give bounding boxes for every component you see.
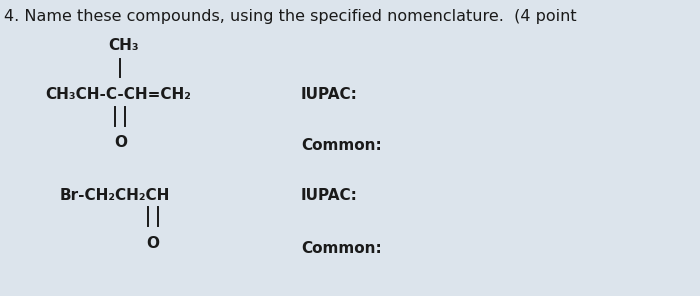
Text: O: O	[146, 236, 160, 251]
Text: O: O	[114, 135, 127, 149]
Text: Common:: Common:	[301, 241, 382, 256]
Text: IUPAC:: IUPAC:	[301, 87, 358, 102]
Text: IUPAC:: IUPAC:	[301, 188, 358, 203]
Text: 4. Name these compounds, using the specified nomenclature.  (4 point: 4. Name these compounds, using the speci…	[4, 9, 576, 24]
Text: CH₃CH-C-CH=CH₂: CH₃CH-C-CH=CH₂	[46, 87, 191, 102]
Text: CH₃: CH₃	[108, 38, 139, 53]
Text: Common:: Common:	[301, 138, 382, 152]
Text: Br-CH₂CH₂CH: Br-CH₂CH₂CH	[60, 188, 170, 203]
